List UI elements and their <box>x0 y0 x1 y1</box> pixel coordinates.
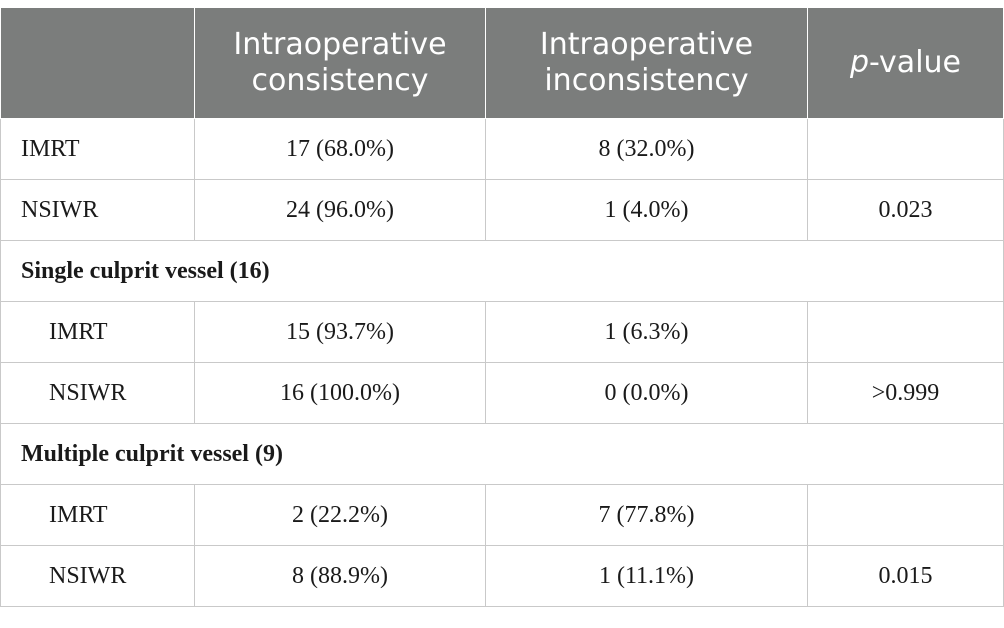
table-row: NSIWR 8 (88.9%) 1 (11.1%) 0.015 <box>0 545 1004 607</box>
cell-inconsistency: 8 (32.0%) <box>485 118 808 180</box>
cell-p-value <box>807 301 1004 363</box>
section-row-single: Single culprit vessel (16) <box>0 240 1004 302</box>
section-title-multiple: Multiple culprit vessel (9) <box>0 423 1004 485</box>
cell-inconsistency: 1 (6.3%) <box>485 301 808 363</box>
row-label: NSIWR <box>0 545 195 607</box>
table-row: IMRT 17 (68.0%) 8 (32.0%) <box>0 118 1004 180</box>
header-consistency-line2: consistency <box>251 63 429 98</box>
row-label: NSIWR <box>0 179 195 241</box>
header-inconsistency-line1: Intraoperative <box>539 27 754 62</box>
cell-inconsistency: 1 (4.0%) <box>485 179 808 241</box>
cell-consistency: 24 (96.0%) <box>194 179 486 241</box>
table-row: NSIWR 16 (100.0%) 0 (0.0%) >0.999 <box>0 362 1004 424</box>
row-label: IMRT <box>0 484 195 546</box>
cell-p-value: >0.999 <box>807 362 1004 424</box>
cell-consistency: 8 (88.9%) <box>194 545 486 607</box>
header-empty-cell <box>0 8 195 119</box>
header-row: Intraoperative consistency Intraoperativ… <box>0 8 1004 119</box>
cell-consistency: 16 (100.0%) <box>194 362 486 424</box>
row-label: NSIWR <box>0 362 195 424</box>
cell-consistency: 2 (22.2%) <box>194 484 486 546</box>
header-consistency: Intraoperative consistency <box>194 8 486 119</box>
row-label: IMRT <box>0 118 195 180</box>
header-p-italic: p <box>849 45 870 80</box>
section-title-single: Single culprit vessel (16) <box>0 240 1004 302</box>
header-consistency-line1: Intraoperative <box>233 27 447 62</box>
cell-consistency: 17 (68.0%) <box>194 118 486 180</box>
cell-inconsistency: 7 (77.8%) <box>485 484 808 546</box>
header-p-rest: -value <box>869 45 961 80</box>
cell-p-value <box>807 484 1004 546</box>
cell-consistency: 15 (93.7%) <box>194 301 486 363</box>
table-row: NSIWR 24 (96.0%) 1 (4.0%) 0.023 <box>0 179 1004 241</box>
header-p-value: p-value <box>807 8 1004 119</box>
section-row-multiple: Multiple culprit vessel (9) <box>0 423 1004 485</box>
header-inconsistency-line2: inconsistency <box>544 63 749 98</box>
row-label: IMRT <box>0 301 195 363</box>
cell-p-value: 0.023 <box>807 179 1004 241</box>
cell-inconsistency: 1 (11.1%) <box>485 545 808 607</box>
table-row: IMRT 2 (22.2%) 7 (77.8%) <box>0 484 1004 546</box>
header-inconsistency: Intraoperative inconsistency <box>485 8 808 119</box>
cell-p-value: 0.015 <box>807 545 1004 607</box>
cell-p-value <box>807 118 1004 180</box>
results-table: Intraoperative consistency Intraoperativ… <box>0 8 1004 607</box>
cell-inconsistency: 0 (0.0%) <box>485 362 808 424</box>
table-row: IMRT 15 (93.7%) 1 (6.3%) <box>0 301 1004 363</box>
